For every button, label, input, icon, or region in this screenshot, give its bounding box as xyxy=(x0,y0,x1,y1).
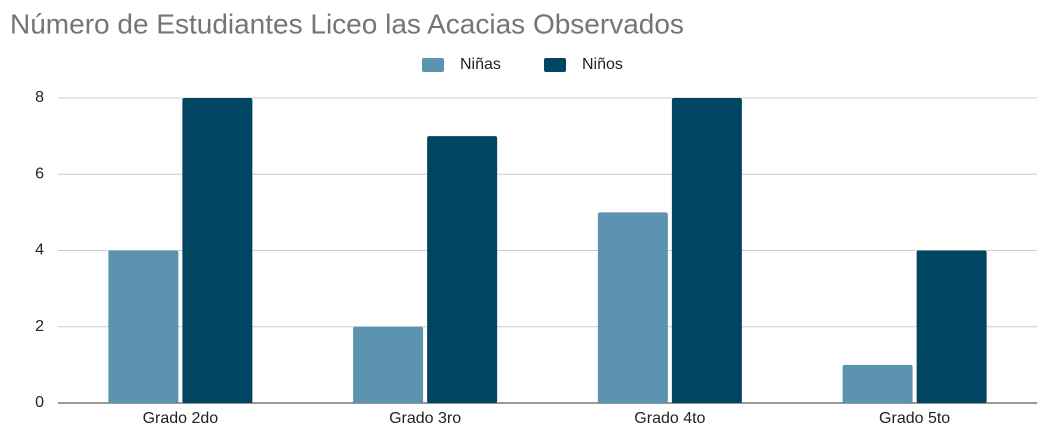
bar xyxy=(427,136,498,403)
bar xyxy=(182,98,253,403)
y-tick-label: 6 xyxy=(35,165,44,182)
bar xyxy=(108,250,179,403)
bar xyxy=(353,326,424,403)
legend-label: Niñas xyxy=(460,56,501,73)
legend-label: Niños xyxy=(582,56,623,73)
bar xyxy=(916,250,987,403)
y-tick-label: 4 xyxy=(35,242,44,259)
legend-swatch xyxy=(544,58,566,72)
x-tick-label: Grado 5to xyxy=(879,410,950,427)
chart-title: Número de Estudiantes Liceo las Acacias … xyxy=(10,8,684,39)
x-tick-label: Grado 2do xyxy=(143,410,219,427)
x-tick-label: Grado 4to xyxy=(634,410,705,427)
x-tick-label: Grado 3ro xyxy=(389,410,461,427)
bar xyxy=(842,364,913,403)
y-tick-label: 2 xyxy=(35,318,44,335)
y-tick-label: 8 xyxy=(35,89,44,106)
bar xyxy=(597,212,668,403)
legend-swatch xyxy=(422,58,444,72)
bar xyxy=(671,98,742,403)
y-tick-label: 0 xyxy=(35,394,44,411)
